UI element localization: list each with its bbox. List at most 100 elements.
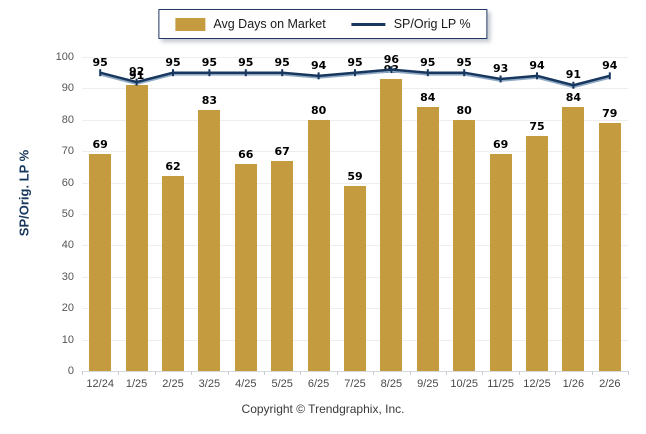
bar-value-label: 59 (347, 169, 363, 183)
x-tick-mark (446, 371, 447, 375)
y-tick-label: 60 (61, 176, 74, 189)
bar-value-label: 67 (274, 144, 290, 158)
bar-value-label: 69 (492, 138, 509, 152)
legend: Avg Days on Market SP/Orig LP % (158, 9, 488, 39)
x-tick-mark (82, 371, 83, 375)
bar-avg-days (125, 85, 148, 371)
line-value-label: 95 (274, 55, 290, 69)
line-value-label: 95 (238, 55, 254, 69)
line-marker (572, 81, 575, 89)
bar-avg-days (198, 110, 221, 371)
line-marker (244, 69, 247, 77)
gridline-80 (82, 119, 628, 121)
x-tick-mark (300, 371, 302, 375)
line-value-label: 95 (347, 55, 363, 69)
line-marker (135, 78, 138, 86)
y-tick-label: 10 (61, 333, 74, 346)
x-tick-label: 4/25 (235, 378, 257, 390)
bar-swatch-icon (175, 17, 206, 31)
line-value-label: 94 (310, 58, 327, 72)
x-tick-mark (591, 371, 593, 375)
bar-avg-days (271, 160, 294, 371)
y-tick-label: 80 (61, 113, 74, 126)
gridline-60 (82, 182, 628, 184)
legend-label-sp-orig: SP/Orig LP % (393, 17, 471, 31)
bar-value-label: 79 (602, 106, 618, 120)
bar-value-label: 62 (165, 160, 181, 174)
x-tick-label: 8/25 (380, 378, 403, 390)
x-tick-label: 12/25 (523, 378, 551, 390)
line-value-label: 95 (92, 55, 108, 69)
gridline-100 (82, 57, 628, 58)
bar-avg-days (416, 107, 439, 371)
y-tick-label: 40 (61, 239, 74, 252)
x-tick-label: 1/25 (125, 378, 148, 390)
legend-entry-avg-days: Avg Days on Market (175, 17, 326, 31)
x-tick-label: 9/25 (417, 378, 439, 390)
legend-entry-sp-orig: SP/Orig LP % (351, 17, 471, 31)
bar-value-label: 66 (238, 147, 254, 161)
bar-value-label: 84 (420, 91, 436, 105)
x-tick-mark (191, 371, 193, 375)
bar-avg-days (526, 135, 548, 371)
line-marker (463, 69, 466, 77)
x-tick-mark (154, 371, 156, 375)
sp-orig-lp-line (99, 66, 611, 89)
bar-avg-days (307, 119, 330, 371)
x-tick-mark (628, 371, 629, 375)
bar-value-label: 80 (310, 103, 327, 117)
x-tick-label: 2/25 (162, 378, 184, 390)
line-value-label: 95 (456, 55, 472, 69)
x-tick-label: 6/25 (307, 378, 330, 390)
bar-value-label: 80 (456, 103, 472, 117)
line-swatch-icon (351, 22, 386, 26)
line-marker (426, 69, 429, 77)
x-tick-mark (482, 371, 484, 375)
line-value-label: 94 (529, 58, 545, 72)
x-tick-mark (518, 371, 520, 375)
line-marker (390, 66, 393, 74)
bar-avg-days (380, 78, 403, 371)
x-tick-label: 11/25 (487, 378, 514, 390)
y-tick-label: 90 (61, 82, 74, 95)
y-tick-label: 100 (55, 51, 74, 63)
bar-avg-days (489, 154, 512, 371)
line-value-label: 93 (492, 61, 509, 75)
bar-value-label: 69 (92, 138, 108, 152)
x-tick-label: 7/25 (344, 378, 366, 390)
bar-value-label: 75 (529, 119, 545, 133)
y-tick-label: 50 (61, 208, 74, 220)
bar-avg-days (89, 154, 112, 371)
gridline-0 (82, 371, 628, 372)
x-tick-label: 2/26 (599, 378, 621, 390)
bar-value-label: 83 (201, 94, 218, 108)
line-marker (536, 72, 538, 80)
x-tick-mark (227, 371, 229, 375)
line-marker (281, 69, 284, 77)
line-marker (608, 72, 611, 80)
bar-avg-days (344, 185, 366, 371)
line-marker (499, 75, 502, 83)
gridline-90 (82, 88, 628, 90)
x-tick-mark (264, 371, 265, 375)
bar-avg-days (162, 176, 184, 371)
line-value-label: 95 (165, 55, 181, 69)
plot-area: 69 12/24 91 1/25 62 2/25 83 3/25 66 4/25 67 5/25 80 6… (82, 53, 629, 390)
bar-avg-days (234, 163, 257, 371)
line-value-label: 91 (565, 68, 582, 82)
x-tick-label: 10/25 (450, 378, 478, 390)
line-value-label: 92 (128, 65, 145, 79)
legend-label-avg-days: Avg Days on Market (213, 17, 326, 31)
copyright-text: Copyright © Trendgraphix, Inc. (241, 402, 405, 416)
line-marker (317, 72, 320, 80)
bar-avg-days (453, 119, 476, 371)
x-tick-mark (555, 371, 557, 375)
bar-avg-days (562, 107, 585, 371)
bar-avg-days (598, 122, 621, 371)
y-tick-label: 30 (61, 270, 74, 283)
gridline-70 (82, 151, 628, 153)
bar-value-label: 91 (128, 69, 145, 83)
line-value-label: 94 (602, 58, 618, 72)
y-axis-title: SP/Orig. LP % (16, 149, 32, 237)
bar-value-label: 84 (565, 91, 582, 105)
